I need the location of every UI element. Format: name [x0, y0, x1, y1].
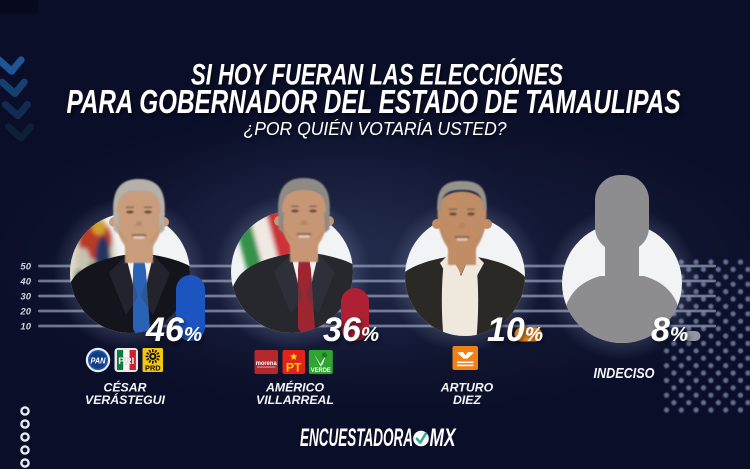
svg-text:PARA GOBERNADOR DEL ESTADO DE: PARA GOBERNADOR DEL ESTADO DE TAMAULIPAS [67, 83, 681, 120]
svg-text:40: 40 [19, 276, 31, 287]
svg-text:ENCUESTADORA: ENCUESTADORA [300, 424, 413, 452]
svg-text:PT: PT [286, 361, 302, 375]
svg-text:PRI: PRI [118, 356, 134, 366]
svg-text:PAN: PAN [91, 355, 107, 365]
svg-text:VILLARREAL: VILLARREAL [256, 393, 334, 407]
svg-text:30: 30 [20, 291, 31, 302]
svg-text:PRD: PRD [145, 364, 161, 373]
svg-text:MX: MX [430, 424, 457, 452]
svg-text:¿POR QUIÉN VOTARÍA USTED?: ¿POR QUIÉN VOTARÍA USTED? [244, 118, 508, 139]
svg-text:VERÁSTEGUI: VERÁSTEGUI [85, 392, 166, 407]
svg-text:50: 50 [20, 261, 31, 272]
svg-text:VERDE: VERDE [311, 367, 332, 374]
svg-text:SI HOY FUERAN LAS ELECCIÓNES: SI HOY FUERAN LAS ELECCIÓNES [191, 58, 563, 92]
svg-text:ARTURO: ARTURO [440, 381, 494, 395]
svg-text:DIEZ: DIEZ [453, 393, 481, 407]
svg-text:10: 10 [20, 321, 31, 332]
svg-text:CÉSAR: CÉSAR [103, 380, 146, 395]
svg-text:20: 20 [19, 306, 31, 317]
svg-text:morena: morena [256, 360, 277, 367]
svg-text:INDECISO: INDECISO [594, 365, 655, 382]
svg-text:AMÉRICO: AMÉRICO [265, 380, 325, 395]
